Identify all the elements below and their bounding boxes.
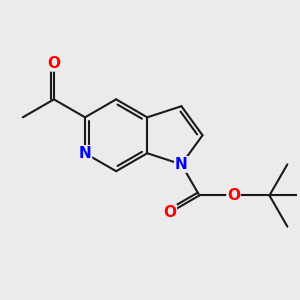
Text: N: N	[79, 146, 92, 161]
Text: O: O	[227, 188, 240, 203]
Text: O: O	[163, 205, 176, 220]
Text: N: N	[175, 157, 188, 172]
Text: N: N	[79, 146, 92, 161]
Text: N: N	[175, 157, 188, 172]
Text: O: O	[47, 56, 60, 71]
